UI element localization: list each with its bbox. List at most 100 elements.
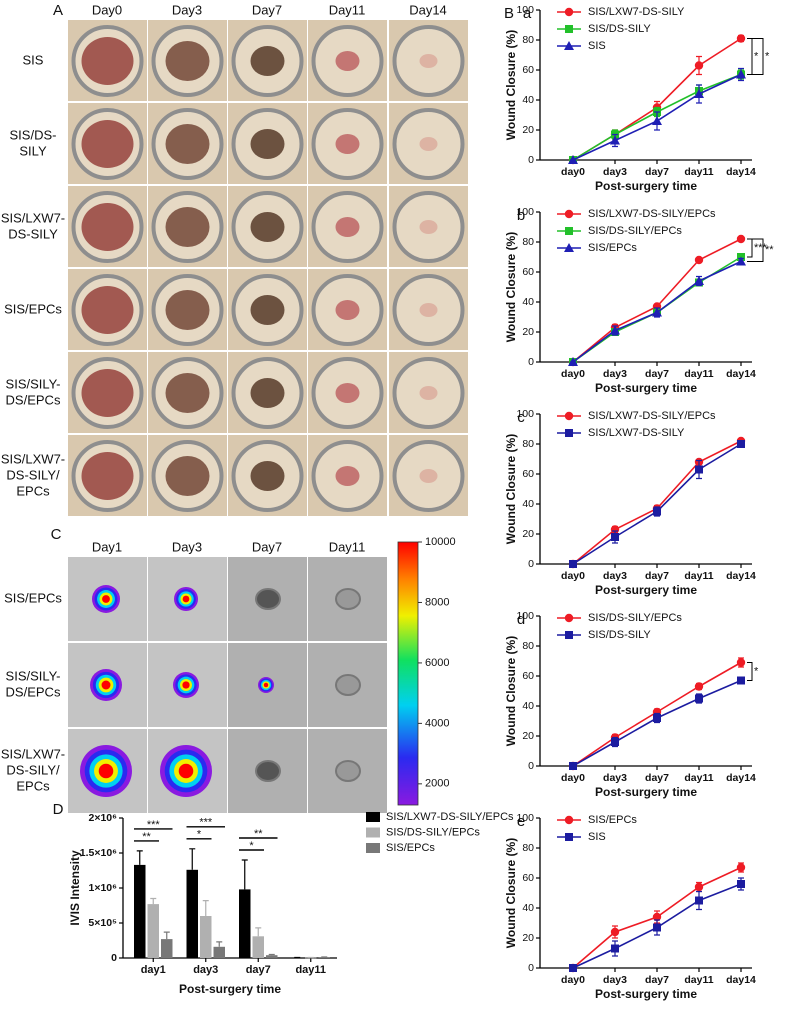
photo-wound: [165, 373, 210, 413]
significance-label: **: [765, 244, 774, 256]
x-axis-title: Post-surgery time: [179, 982, 281, 996]
data-point: [564, 815, 574, 825]
chart-label: d: [517, 611, 525, 628]
y-tick-label: 40: [522, 94, 534, 106]
series-line: [572, 37, 742, 161]
y-tick-label: 100: [516, 408, 534, 420]
data-point: [736, 234, 746, 244]
x-axis-title: Post-surgery time: [595, 583, 697, 597]
photo-wound: [335, 134, 360, 154]
colorbar: [397, 541, 419, 806]
photo-wound: [250, 378, 285, 408]
x-tick-label: day3: [603, 570, 627, 582]
legend-label: SIS/DS-SILY/EPCs: [588, 225, 682, 237]
error-bar: [268, 953, 275, 956]
x-axis-title: Post-surgery time: [595, 987, 697, 1001]
column-header: Day14: [409, 2, 447, 17]
column-header: Day1: [92, 539, 122, 554]
error-bar: [241, 859, 248, 890]
colorbar-tick-label: 6000: [425, 657, 449, 669]
photo-wound: [250, 129, 285, 159]
column-header: Day11: [329, 2, 366, 17]
significance-label: ***: [199, 817, 213, 829]
column-header: Day7: [252, 539, 282, 554]
ivis-signal: [102, 595, 110, 603]
legend-label: SIS: [588, 40, 606, 52]
legend-label: SIS/EPCs: [386, 842, 435, 854]
photo-wound: [335, 760, 361, 782]
photo-wound: [335, 674, 361, 696]
data-point: [694, 276, 704, 285]
data-point: [694, 61, 704, 70]
column-header: Day11: [329, 539, 366, 554]
data-point: [569, 964, 577, 972]
x-tick-label: day7: [645, 772, 669, 784]
chart-label: a: [523, 5, 532, 22]
data-point: [564, 209, 574, 219]
data-point: [610, 325, 620, 335]
data-point: [694, 682, 704, 691]
bar: [161, 939, 173, 958]
legend-label: SIS/DS-SILY/EPCs: [588, 612, 682, 624]
significance-bracket: [747, 662, 753, 681]
bar: [213, 946, 225, 958]
row-label: SIS/LXW7-: [1, 210, 65, 225]
data-point: [652, 307, 662, 317]
data-point: [610, 927, 620, 937]
photo-wound: [419, 220, 438, 234]
significance-label: ***: [754, 242, 768, 254]
legend-label: SIS/LXW7-DS-SILY/EPCs: [588, 208, 716, 220]
panel-label: C: [51, 526, 62, 543]
y-tick-label: 80: [522, 640, 534, 652]
bar: [147, 904, 159, 958]
colorbar-tick-label: 8000: [425, 596, 449, 608]
y-tick-label: 100: [516, 610, 534, 622]
data-point: [736, 34, 746, 43]
photo-wound: [419, 54, 438, 68]
data-point: [695, 465, 703, 474]
data-point: [568, 357, 578, 366]
row-label: EPCs: [16, 778, 50, 793]
x-tick-label: day7: [246, 964, 271, 976]
photo-wound: [255, 760, 281, 782]
x-tick-label: day3: [603, 772, 627, 784]
x-tick-label: day11: [684, 772, 713, 784]
data-point: [653, 714, 661, 722]
column-header: Day0: [92, 2, 122, 17]
bar: [266, 955, 278, 958]
error-bar: [255, 927, 262, 937]
legend-label: SIS/EPCs: [588, 814, 637, 826]
row-label: SIS/LXW7-: [1, 746, 65, 761]
data-point: [611, 944, 619, 953]
photo-wound: [250, 46, 285, 76]
colorbar-tick-label: 2000: [425, 778, 449, 790]
significance-bracket: [747, 38, 753, 75]
row-label: DS-SILY/: [6, 762, 60, 777]
data-point: [569, 762, 577, 770]
bar: [134, 864, 146, 958]
bar: [239, 889, 251, 958]
y-tick-label: 60: [522, 266, 534, 278]
y-tick-label: 1.5×10⁶: [80, 847, 117, 859]
x-tick-label: day0: [561, 974, 585, 986]
x-tick-label: day7: [645, 570, 669, 582]
significance-label: *: [754, 665, 759, 677]
x-tick-label: day3: [603, 974, 627, 986]
photo-wound: [165, 456, 210, 496]
y-axis-title: Wound Closure (%): [504, 232, 518, 342]
significance-label: **: [254, 828, 263, 840]
row-label: DS-SILY/: [6, 467, 60, 482]
significance-bracket: [747, 38, 764, 75]
data-point: [564, 41, 574, 50]
x-tick-label: day0: [561, 772, 585, 784]
y-tick-label: 80: [522, 34, 534, 46]
legend-label: SIS/DS-SILY: [588, 629, 651, 641]
data-point: [736, 256, 746, 266]
data-point: [694, 882, 704, 892]
x-tick-label: day0: [561, 166, 585, 178]
x-tick-label: day11: [684, 570, 713, 582]
y-tick-label: 80: [522, 236, 534, 248]
y-tick-label: 0: [528, 154, 534, 166]
row-label: SIS/LXW7-: [1, 451, 65, 466]
error-bar: [202, 900, 209, 916]
